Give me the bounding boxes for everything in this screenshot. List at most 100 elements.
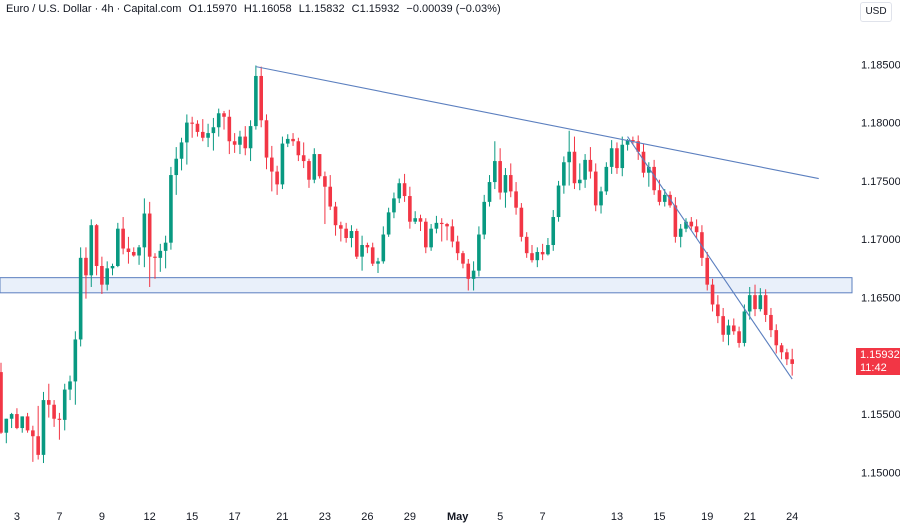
candle bbox=[163, 235, 168, 269]
candle bbox=[530, 245, 534, 263]
candle-body bbox=[466, 263, 471, 279]
y-tick-label: 1.18000 bbox=[861, 118, 900, 130]
candle bbox=[742, 304, 747, 347]
candle-body bbox=[577, 179, 582, 184]
candle bbox=[121, 217, 125, 255]
candle bbox=[222, 110, 226, 130]
candle-body bbox=[779, 345, 784, 353]
steep-trendline[interactable] bbox=[627, 136, 793, 380]
candle-body bbox=[785, 352, 789, 360]
candle bbox=[211, 117, 216, 151]
candle-body bbox=[110, 265, 115, 269]
candle-body bbox=[471, 270, 476, 279]
candle-body bbox=[158, 250, 163, 258]
candle bbox=[243, 126, 248, 156]
candle-body bbox=[657, 190, 662, 202]
candle-body bbox=[227, 116, 232, 142]
price-axis[interactable]: 1.185001.180001.175001.170001.165001.160… bbox=[861, 59, 900, 479]
candle-body bbox=[519, 207, 524, 237]
candle bbox=[110, 263, 115, 276]
ohlc-legend: Euro / U.S. Dollar · 4h · Capital.com O1… bbox=[6, 3, 505, 15]
candle-body bbox=[365, 245, 370, 248]
candle bbox=[185, 114, 189, 165]
candle bbox=[424, 218, 428, 254]
candle-body bbox=[726, 325, 731, 335]
x-tick-label: 21 bbox=[744, 511, 756, 523]
candle-body bbox=[588, 159, 593, 172]
y-tick-label: 1.16500 bbox=[861, 292, 900, 304]
candle bbox=[68, 375, 72, 401]
candle-body bbox=[429, 228, 433, 248]
candle-body bbox=[763, 295, 768, 315]
candle-body bbox=[710, 284, 715, 305]
candle-body bbox=[498, 161, 502, 193]
x-tick-label: 26 bbox=[361, 511, 373, 523]
candle-body bbox=[641, 151, 646, 173]
x-tick-label: 13 bbox=[611, 511, 623, 523]
candle-body bbox=[211, 127, 216, 134]
open-value: O1.15970 bbox=[188, 3, 237, 15]
candle-body bbox=[482, 201, 487, 235]
candle bbox=[758, 288, 763, 312]
candle-body bbox=[280, 143, 285, 185]
candle bbox=[551, 210, 556, 251]
candle bbox=[153, 253, 157, 279]
candle bbox=[524, 232, 529, 258]
candle bbox=[349, 225, 354, 248]
candle bbox=[94, 224, 99, 276]
x-tick-label: 7 bbox=[540, 511, 546, 523]
candle-body bbox=[15, 414, 19, 429]
candle bbox=[4, 418, 9, 444]
candle bbox=[73, 331, 78, 405]
candle bbox=[615, 142, 619, 174]
candle bbox=[31, 425, 35, 462]
candle bbox=[689, 217, 694, 230]
candle bbox=[248, 120, 253, 162]
candle bbox=[174, 147, 179, 195]
x-tick-label: 7 bbox=[56, 511, 62, 523]
candle bbox=[678, 224, 683, 248]
candle bbox=[466, 259, 471, 291]
candle bbox=[317, 154, 322, 179]
candle-body bbox=[599, 191, 603, 206]
candle bbox=[360, 235, 364, 271]
candle-body bbox=[731, 325, 736, 332]
support-zone-layer bbox=[0, 277, 853, 294]
candle bbox=[519, 203, 524, 242]
x-tick-label: 29 bbox=[404, 511, 416, 523]
candle bbox=[567, 130, 571, 186]
candle-body bbox=[535, 252, 540, 261]
candle-body bbox=[647, 166, 651, 173]
symbol-label[interactable]: Euro / U.S. Dollar · 4h · Capital.com bbox=[6, 3, 182, 15]
candle bbox=[418, 214, 423, 232]
candle bbox=[769, 307, 773, 338]
candle-body bbox=[408, 196, 412, 222]
candle bbox=[609, 140, 614, 174]
candle bbox=[280, 136, 285, 190]
x-tick-label: 21 bbox=[276, 511, 288, 523]
candle bbox=[774, 324, 779, 354]
x-tick-label: 9 bbox=[99, 511, 105, 523]
candle bbox=[52, 400, 56, 427]
candle-body bbox=[121, 228, 125, 249]
descending-trendline[interactable] bbox=[255, 66, 819, 180]
x-tick-label: 23 bbox=[319, 511, 331, 523]
candle-body bbox=[530, 253, 534, 261]
candle-body bbox=[68, 381, 72, 390]
currency-button[interactable]: USD bbox=[860, 2, 892, 22]
candle-body bbox=[344, 228, 348, 239]
candle-body bbox=[700, 232, 704, 258]
candle-body bbox=[551, 217, 556, 246]
candle-body bbox=[200, 131, 205, 138]
candle-body bbox=[546, 245, 550, 255]
candle-body bbox=[386, 212, 391, 235]
candle-body bbox=[78, 257, 83, 340]
y-tick-label: 1.17500 bbox=[861, 176, 900, 188]
candle-body bbox=[317, 154, 322, 177]
candle-body bbox=[609, 148, 614, 167]
candle-body bbox=[615, 148, 619, 169]
candle-body bbox=[684, 221, 688, 229]
time-axis[interactable]: 3 7 9 12 15 17 21 23 26 29 May 5 7 13 15 19 21 24 bbox=[14, 511, 798, 523]
